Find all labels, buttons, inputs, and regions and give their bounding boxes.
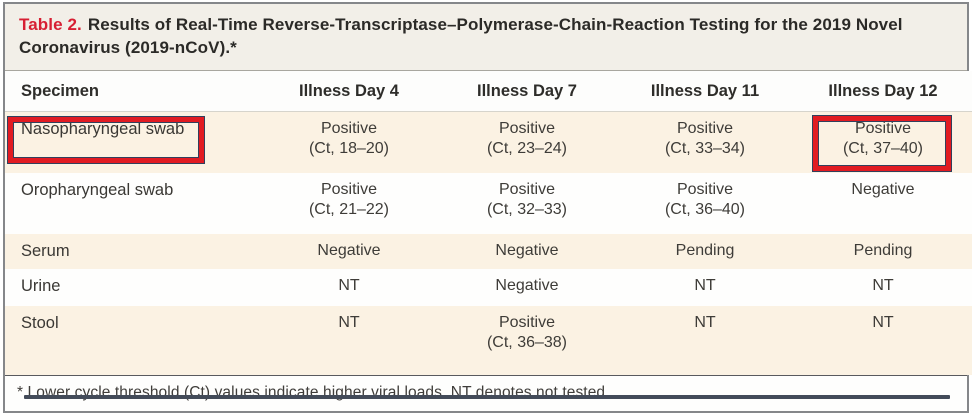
result-text: Positive [320, 119, 378, 137]
result-cell: Negative [438, 233, 616, 269]
ct-text: (Ct, 36–38) [486, 333, 568, 351]
result-text: Pending [675, 241, 735, 259]
specimen-cell: Serum [5, 233, 260, 269]
result-cell: Positive (Ct, 32–33) [438, 172, 616, 234]
table-row-serum: Serum Negative Negative Pending Pending [5, 233, 972, 269]
result-text: Negative [495, 276, 559, 294]
result-cell: Positive (Ct, 36–38) [438, 305, 616, 375]
table-row-nasopharyngeal: Nasopharyngeal swab Positive (Ct, 18–20)… [5, 111, 972, 173]
result-text: NT [338, 313, 360, 331]
ct-text: (Ct, 37–40) [842, 139, 924, 157]
ct-text: (Ct, 36–40) [664, 200, 746, 218]
result-text: Positive [320, 180, 378, 198]
result-cell: NT [794, 268, 972, 306]
results-table: Specimen Illness Day 4 Illness Day 7 Ill… [5, 70, 972, 375]
result-text: Positive [676, 180, 734, 198]
result-cell: Positive (Ct, 18–20) [260, 111, 438, 173]
result-cell: Positive (Ct, 23–24) [438, 111, 616, 173]
result-text: Negative [317, 241, 381, 259]
table-number-label: Table 2. [19, 15, 82, 34]
specimen-cell: Oropharyngeal swab [5, 172, 260, 234]
result-text: NT [694, 313, 716, 331]
result-cell: Negative [260, 233, 438, 269]
table-figure: Table 2. Results of Real-Time Reverse-Tra… [3, 2, 972, 413]
column-header-day4: Illness Day 4 [260, 70, 438, 112]
specimen-cell: Nasopharyngeal swab [5, 111, 260, 173]
table-row-oropharyngeal: Oropharyngeal swab Positive (Ct, 21–22) … [5, 172, 972, 234]
specimen-cell: Stool [5, 305, 260, 375]
result-text: Positive [498, 313, 556, 331]
result-cell: Positive (Ct, 37–40) [794, 111, 972, 173]
column-header-day12: Illness Day 12 [794, 70, 972, 112]
ct-text: (Ct, 18–20) [308, 139, 390, 157]
column-header-day11: Illness Day 11 [616, 70, 794, 112]
result-cell: Positive (Ct, 36–40) [616, 172, 794, 234]
result-text: Positive [498, 119, 556, 137]
table-title: Table 2. Results of Real-Time Reverse-Tra… [5, 4, 967, 71]
ct-text: (Ct, 33–34) [664, 139, 746, 157]
result-text: Positive [498, 180, 556, 198]
ct-text: (Ct, 23–24) [486, 139, 568, 157]
result-cell: NT [260, 268, 438, 306]
result-cell: Negative [438, 268, 616, 306]
ct-text: (Ct, 32–33) [486, 200, 568, 218]
ct-text: (Ct, 21–22) [308, 200, 390, 218]
table-footnote: * Lower cycle threshold (Ct) values indi… [5, 374, 967, 411]
table-row-urine: Urine NT Negative NT NT [5, 268, 972, 306]
result-text: NT [872, 276, 894, 294]
result-text: Negative [851, 180, 915, 198]
result-cell: Positive (Ct, 21–22) [260, 172, 438, 234]
figure-frame: Table 2. Results of Real-Time Reverse-Tra… [3, 2, 972, 413]
table-title-text: Results of Real-Time Reverse-Transcripta… [19, 15, 903, 58]
result-cell: NT [616, 268, 794, 306]
result-cell: Negative [794, 172, 972, 234]
result-text: NT [338, 276, 360, 294]
result-cell: Positive (Ct, 33–34) [616, 111, 794, 173]
result-text: NT [694, 276, 716, 294]
column-header-specimen: Specimen [5, 70, 260, 112]
table-row-stool: Stool NT Positive (Ct, 36–38) NT NT [5, 305, 972, 375]
result-cell: NT [616, 305, 794, 375]
result-text: NT [872, 313, 894, 331]
result-text: Negative [495, 241, 559, 259]
specimen-cell: Urine [5, 268, 260, 306]
result-cell: Pending [616, 233, 794, 269]
result-text: Pending [853, 241, 913, 259]
result-cell: Pending [794, 233, 972, 269]
bottom-rule-bar [24, 395, 950, 399]
column-header-day7: Illness Day 7 [438, 70, 616, 112]
result-cell: NT [260, 305, 438, 375]
header-row: Specimen Illness Day 4 Illness Day 7 Ill… [5, 70, 972, 112]
result-text: Positive [676, 119, 734, 137]
result-text: Positive [854, 119, 912, 137]
result-cell: NT [794, 305, 972, 375]
